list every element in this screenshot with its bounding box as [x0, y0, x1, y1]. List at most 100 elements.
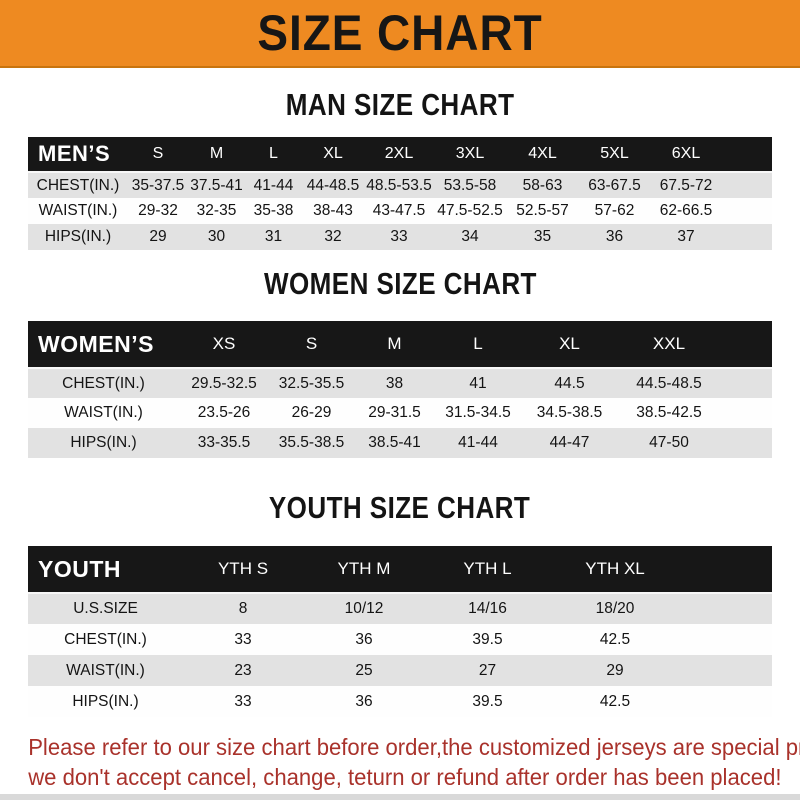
table-row: HIPS(IN.) 29 30 31 32 33 34 35 36 37 — [28, 224, 772, 250]
table-title-label: WOMEN’S — [28, 321, 179, 369]
cell-value: 42.5 — [599, 692, 631, 710]
size-column-header: XL — [302, 137, 364, 173]
cell-value: 44.5-48.5 — [636, 374, 702, 392]
row-label: CHEST(IN.) — [62, 374, 145, 392]
table-row: HIPS(IN.) 33 36 39.5 42.5 — [28, 686, 772, 717]
men-size-table: MEN’S S M L XL 2XL 3XL 4XL 5XL 6XL CHEST(IN.) 35-37… — [28, 137, 772, 250]
row-label: HIPS(IN.) — [72, 692, 139, 710]
youth-section-heading: YOUTH SIZE CHART — [269, 490, 531, 525]
section-women: WOMEN SIZE CHART WOMEN’S XS S M L XL XXL CHEST(… — [0, 267, 800, 458]
cell-value: 36 — [355, 692, 373, 710]
footer-disclaimer: Please refer to our size chart before or… — [0, 732, 800, 792]
size-column-header: L — [245, 137, 302, 173]
table-header-row: WOMEN’S XS S M L XL XXL — [28, 321, 772, 369]
cell-value: 31.5-34.5 — [445, 404, 511, 421]
cell-value: 36 — [605, 228, 624, 245]
cell-value: 43-47.5 — [372, 202, 426, 219]
cell-value: 52.5-57 — [516, 202, 569, 219]
cell-value: 47-50 — [649, 434, 689, 451]
cell-value: 38-43 — [313, 202, 353, 219]
cell-value: 30 — [207, 228, 226, 245]
row-filler — [722, 198, 772, 224]
cell-value: 63-67.5 — [588, 176, 641, 194]
footer-disclaimer-line2: we don't accept cancel, change, teturn o… — [28, 764, 782, 790]
table-row: HIPS(IN.) 33-35.5 35.5-38.5 38.5-41 41-44 44-… — [28, 428, 772, 458]
size-column-header: S — [128, 137, 188, 173]
cell-value: 29-32 — [138, 202, 178, 219]
size-column-header: 5XL — [579, 137, 650, 173]
row-label: WAIST(IN.) — [66, 661, 145, 679]
cell-value: 37 — [677, 228, 695, 245]
cell-value: 39.5 — [472, 692, 503, 710]
row-label: HIPS(IN.) — [70, 434, 137, 451]
cell-value: 32.5-35.5 — [278, 374, 345, 392]
row-label: WAIST(IN.) — [38, 202, 118, 219]
cell-value: 32 — [324, 228, 342, 245]
size-column-header: XXL — [618, 321, 720, 369]
row-filler — [680, 593, 772, 624]
table-row: CHEST(IN.) 35-37.5 37.5-41 41-44 44-48.5 48.5… — [28, 172, 772, 198]
cell-value: 44-47 — [549, 434, 590, 451]
cell-value: 37.5-41 — [190, 176, 243, 194]
footer-disclaimer-line1: Please refer to our size chart before or… — [28, 734, 800, 760]
cell-value: 57-62 — [594, 202, 635, 219]
table-row: CHEST(IN.) 29.5-32.5 32.5-35.5 38 41 44.5 44.5… — [28, 368, 772, 398]
cell-value: 35 — [533, 228, 552, 245]
row-filler — [720, 428, 772, 458]
size-chart-banner: SIZE CHART — [0, 0, 800, 68]
row-label: CHEST(IN.) — [64, 630, 147, 648]
cell-value: 10/12 — [344, 600, 384, 617]
cell-value: 44-48.5 — [306, 176, 360, 194]
table-row: WAIST(IN.) 23.5-26 26-29 29-31.5 31.5-34.5 34… — [28, 398, 772, 428]
cell-value: 26-29 — [291, 404, 332, 421]
size-column-header: YTH S — [183, 546, 303, 594]
cell-value: 38.5-42.5 — [636, 404, 702, 421]
man-section-heading: MAN SIZE CHART — [285, 87, 515, 122]
size-column-header: 3XL — [434, 137, 506, 173]
cell-value: 27 — [478, 661, 497, 679]
row-label: HIPS(IN.) — [44, 228, 112, 245]
cell-value: 33-35.5 — [197, 434, 251, 451]
cell-value: 35-37.5 — [131, 176, 185, 194]
banner-title: SIZE CHART — [257, 5, 543, 61]
size-column-header: 6XL — [650, 137, 722, 173]
cell-value: 47.5-52.5 — [437, 202, 503, 219]
cell-value: 14/16 — [468, 600, 507, 617]
cell-value: 23.5-26 — [197, 404, 251, 421]
row-label: U.S.SIZE — [73, 600, 138, 617]
size-column-header: XL — [521, 321, 618, 369]
cell-value: 29-31.5 — [368, 404, 421, 421]
cell-value: 34 — [461, 228, 479, 245]
bottom-strip — [0, 794, 800, 800]
cell-value: 38 — [385, 374, 404, 392]
cell-value: 38.5-41 — [368, 434, 421, 451]
size-column-header: M — [354, 321, 435, 369]
size-column-header: 2XL — [364, 137, 434, 173]
cell-value: 41-44 — [458, 434, 498, 451]
cell-value: 53.5-58 — [443, 176, 497, 194]
header-filler — [720, 321, 772, 369]
row-filler — [720, 368, 772, 398]
table-title-label: YOUTH — [28, 546, 183, 594]
cell-value: 44.5 — [554, 374, 585, 392]
size-column-header: S — [269, 321, 354, 369]
size-column-header: YTH M — [303, 546, 425, 594]
cell-value: 67.5-72 — [659, 176, 713, 194]
cell-value: 25 — [355, 661, 373, 679]
row-filler — [680, 624, 772, 655]
row-filler — [720, 398, 772, 428]
row-filler — [680, 655, 772, 686]
row-filler — [680, 686, 772, 717]
cell-value: 29 — [149, 228, 167, 245]
cell-value: 33 — [234, 692, 252, 710]
table-title-label: MEN’S — [28, 137, 128, 173]
cell-value: 35.5-38.5 — [278, 434, 345, 451]
size-column-header: 4XL — [506, 137, 579, 173]
cell-value: 8 — [238, 600, 248, 617]
youth-size-table: YOUTH YTH S YTH M YTH L YTH XL U.S.SIZE 8 10/12… — [28, 546, 772, 717]
row-label: WAIST(IN.) — [64, 404, 143, 421]
cell-value: 29.5-32.5 — [191, 374, 257, 392]
cell-value: 35-38 — [253, 202, 294, 219]
size-column-header: L — [435, 321, 521, 369]
size-column-header: YTH L — [425, 546, 550, 594]
